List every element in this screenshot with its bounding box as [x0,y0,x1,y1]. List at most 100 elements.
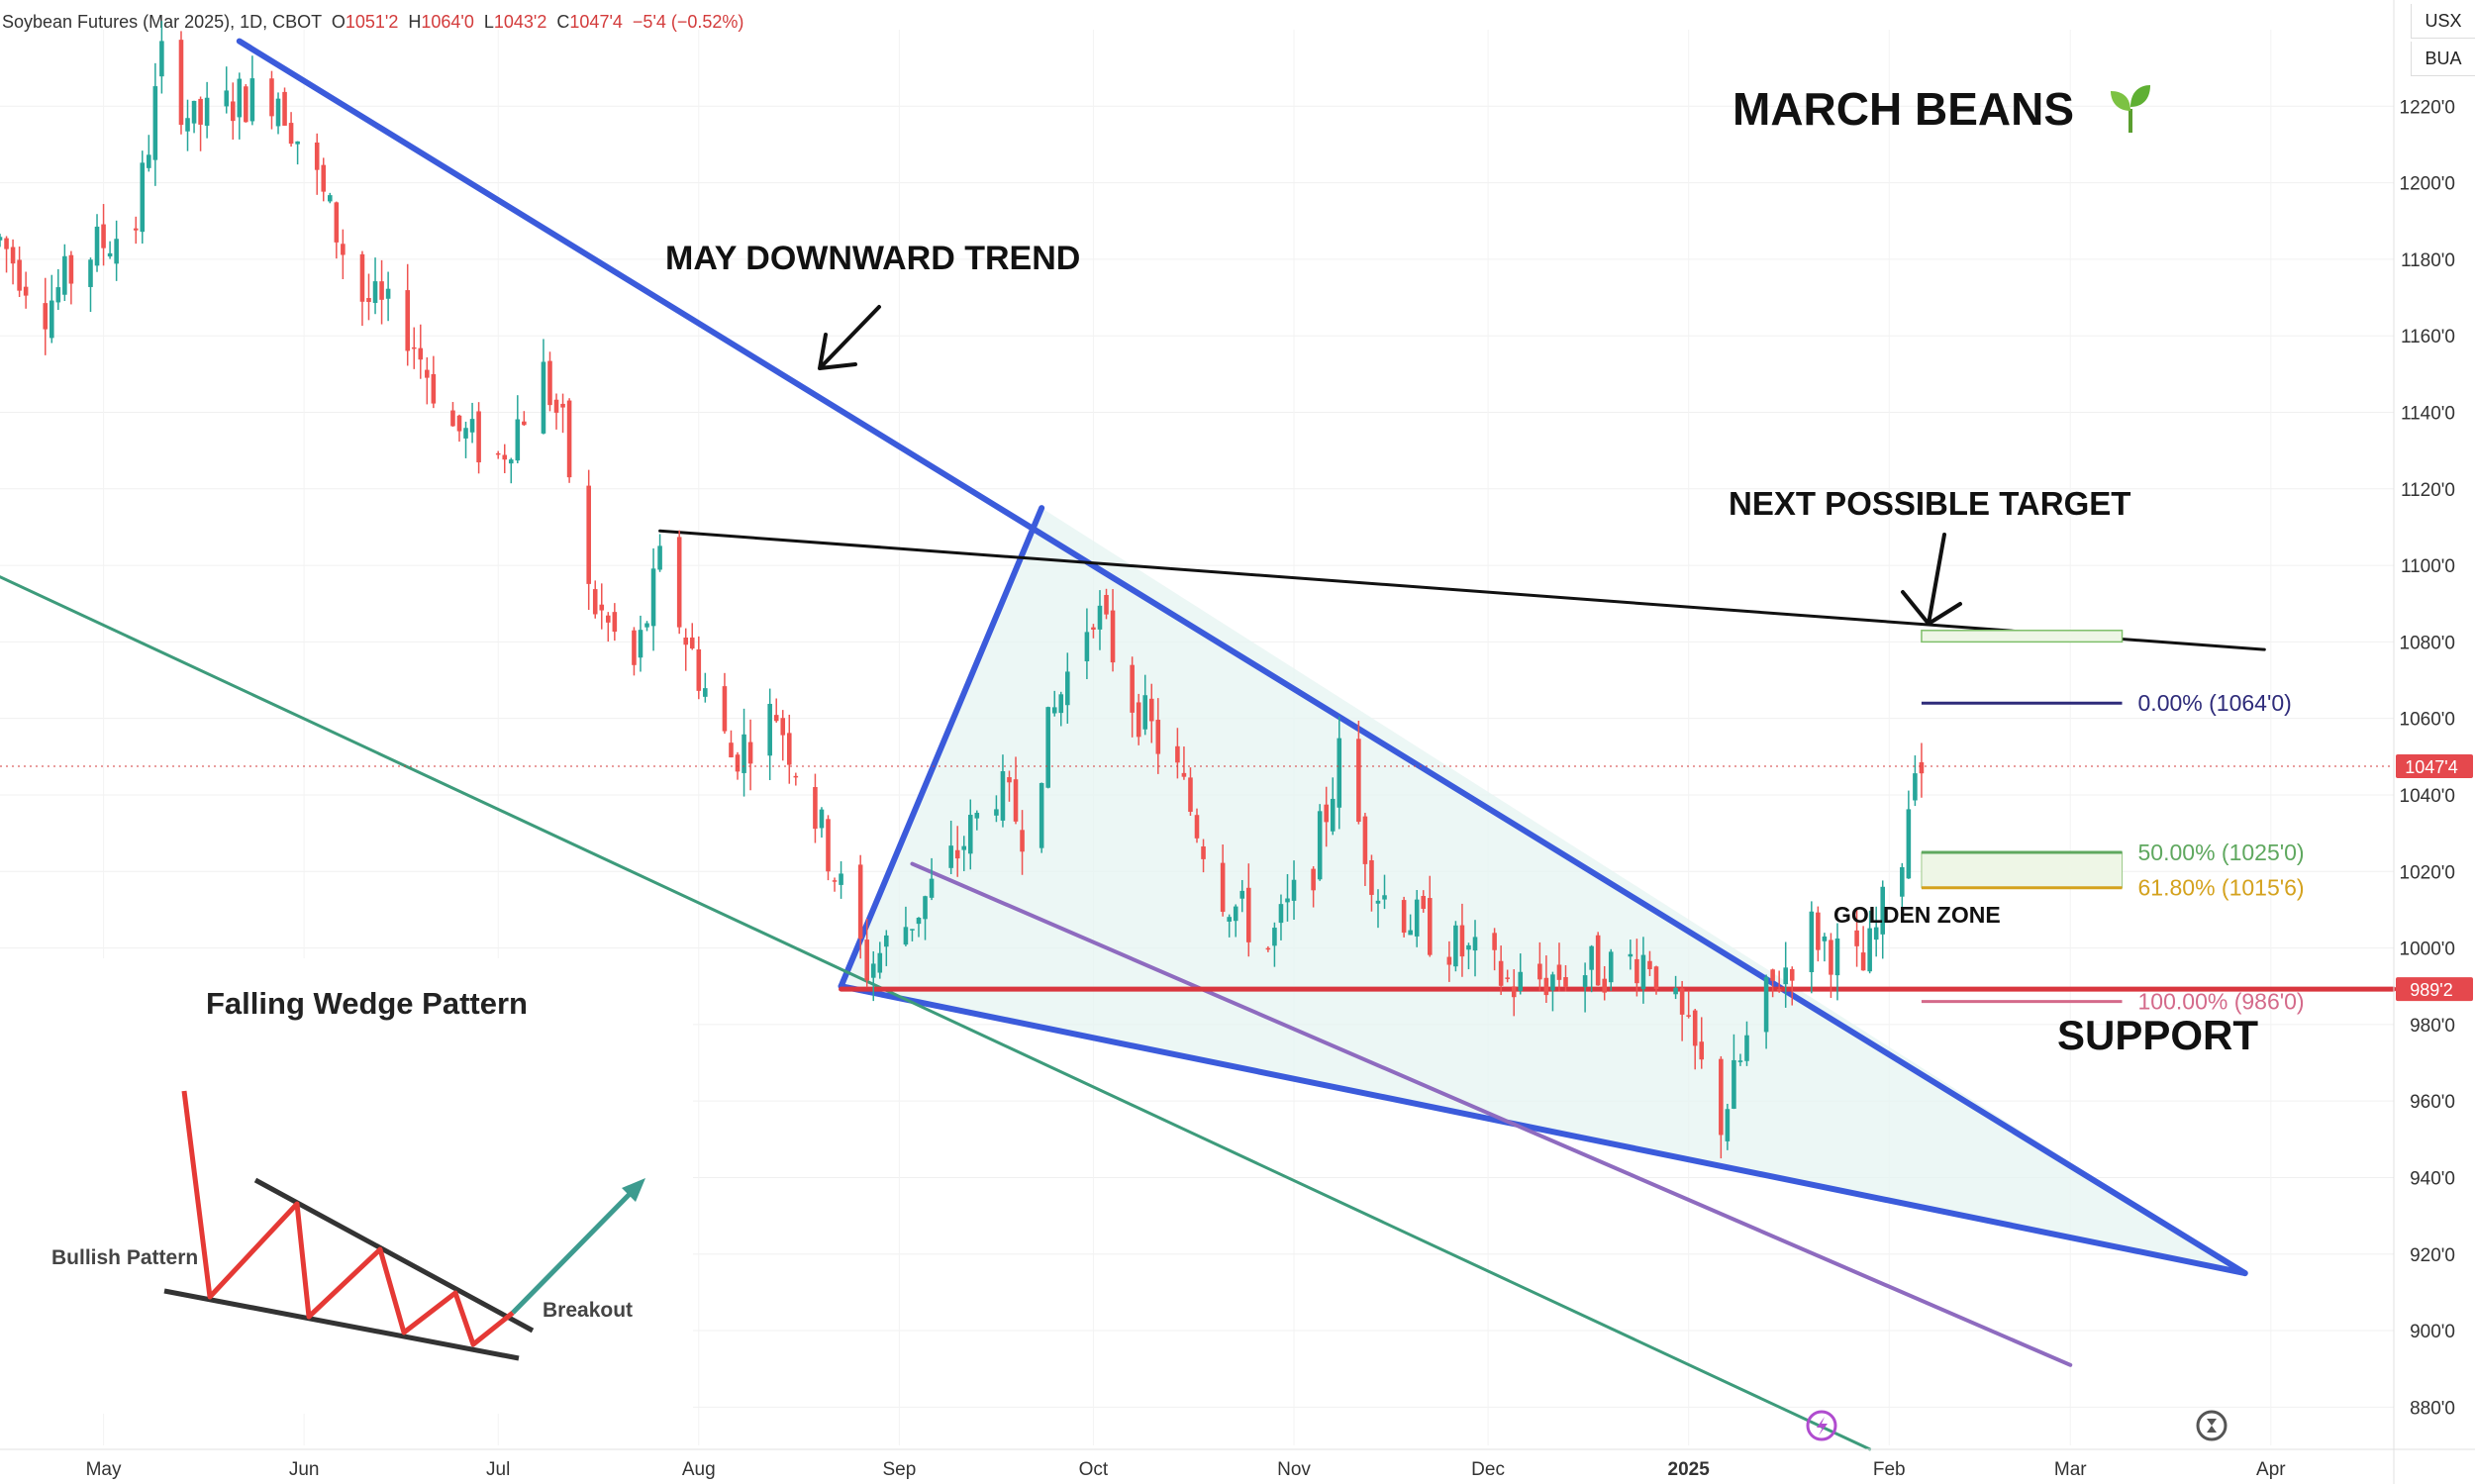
candle-body [224,90,230,107]
candle-body [1272,928,1277,946]
unit-tag[interactable]: BUA [2411,42,2475,76]
support-price-tag [2396,977,2473,1002]
candle-body [1834,938,1840,976]
candle-body [1136,702,1141,738]
candle-body [1148,698,1154,722]
candle-body [793,775,799,778]
candle-body [1822,936,1828,941]
candle-body [1582,975,1588,988]
candle-body [88,259,93,287]
candle-body [1867,928,1872,972]
candle-body [1278,904,1284,924]
candle-body [1453,925,1458,967]
y-tick-label: 940'0 [2410,1168,2455,1189]
candle-body [269,78,274,117]
y-tick-label: 1140'0 [2401,403,2455,424]
candle-body [1789,968,1795,981]
y-tick-label: 1020'0 [2400,862,2455,883]
candle-body [612,612,618,633]
candle-body [657,545,662,570]
candle-body [1854,930,1859,946]
candle-body [1873,927,1879,940]
candle-body [553,399,559,413]
lightning-icon[interactable] [1806,1410,1837,1441]
candle-body [1291,879,1297,901]
candle-body [185,118,190,132]
candle-body [1732,1059,1736,1109]
candle-body [864,940,869,981]
candle-body [68,254,74,284]
candle-body [1602,978,1608,993]
candle-body [275,98,281,127]
candle-body [456,415,462,432]
candle-body [1188,777,1193,812]
y-tick-label: 880'0 [2410,1398,2455,1419]
candle-body [826,819,831,872]
candle-body [1737,1060,1743,1062]
candle-body [1181,772,1187,777]
candle-body [1492,933,1497,950]
inset-zigzag [181,1090,515,1347]
candle-body [916,918,922,925]
candle-body [1058,694,1064,714]
candle-body [1317,811,1323,880]
y-tick-label: 1160'0 [2401,327,2455,347]
candle-body [1045,707,1050,788]
candle-body [1653,966,1659,989]
candle-body [1860,952,1866,971]
candle-body [431,373,437,404]
candle-body [1220,862,1226,912]
candle-body [1686,1015,1691,1017]
candle-body [1414,899,1420,937]
candle-body [929,878,935,898]
candle-body [1913,773,1918,801]
x-tick-label: Apr [2256,1459,2286,1480]
candle-body [178,40,184,126]
candle-body [385,288,391,299]
x-tick-label: Jul [486,1459,510,1480]
candle-body [1401,900,1407,934]
candle-body [1084,632,1090,662]
wedge-fill-layer [841,508,2245,1274]
y-tick-label: 1080'0 [2400,633,2455,653]
candle-body [786,733,792,765]
candle-body [152,86,158,160]
candle-body [1039,782,1044,848]
candle-body [237,78,243,118]
candle-body [1776,989,1782,991]
candle-body [780,718,786,736]
candle-body [1097,605,1103,630]
candle-body [10,247,16,264]
candle-body [49,300,54,339]
y-tick-label: 900'0 [2410,1322,2455,1342]
fib-level-label: 50.00% (1025'0) [2138,840,2305,865]
candle-body [159,41,164,77]
last-price-tag [2396,753,2473,778]
candle-body [910,929,915,931]
candle-body [515,419,521,461]
inset-upper-line [253,1177,535,1334]
golden-zone-box [1921,851,2124,889]
x-tick-label: Sep [882,1459,916,1480]
candle-body [1007,777,1012,783]
candle-body [23,286,29,296]
candle-body [1130,664,1135,713]
candle-body [450,410,455,427]
candle-body [334,202,340,243]
x-tick-label: Feb [1873,1459,1906,1480]
timer-icon[interactable] [2196,1410,2228,1441]
candle-body [948,845,953,868]
currency-tag[interactable]: USX [2411,4,2475,39]
target-zone-box [1921,630,2124,643]
candle-body [1550,974,1555,991]
falling-wedge-inset: Falling Wedge Pattern Bullish Pattern Br… [0,958,693,1414]
candle-body [1110,610,1116,663]
candle-body [463,428,468,439]
fib-level-label: 0.00% (1064'0) [2138,690,2292,716]
y-tick-label: 1220'0 [2400,97,2455,118]
candle-body [366,298,371,303]
candle-body [1770,969,1775,981]
candle-body [1543,977,1549,996]
candle-body [676,537,682,628]
